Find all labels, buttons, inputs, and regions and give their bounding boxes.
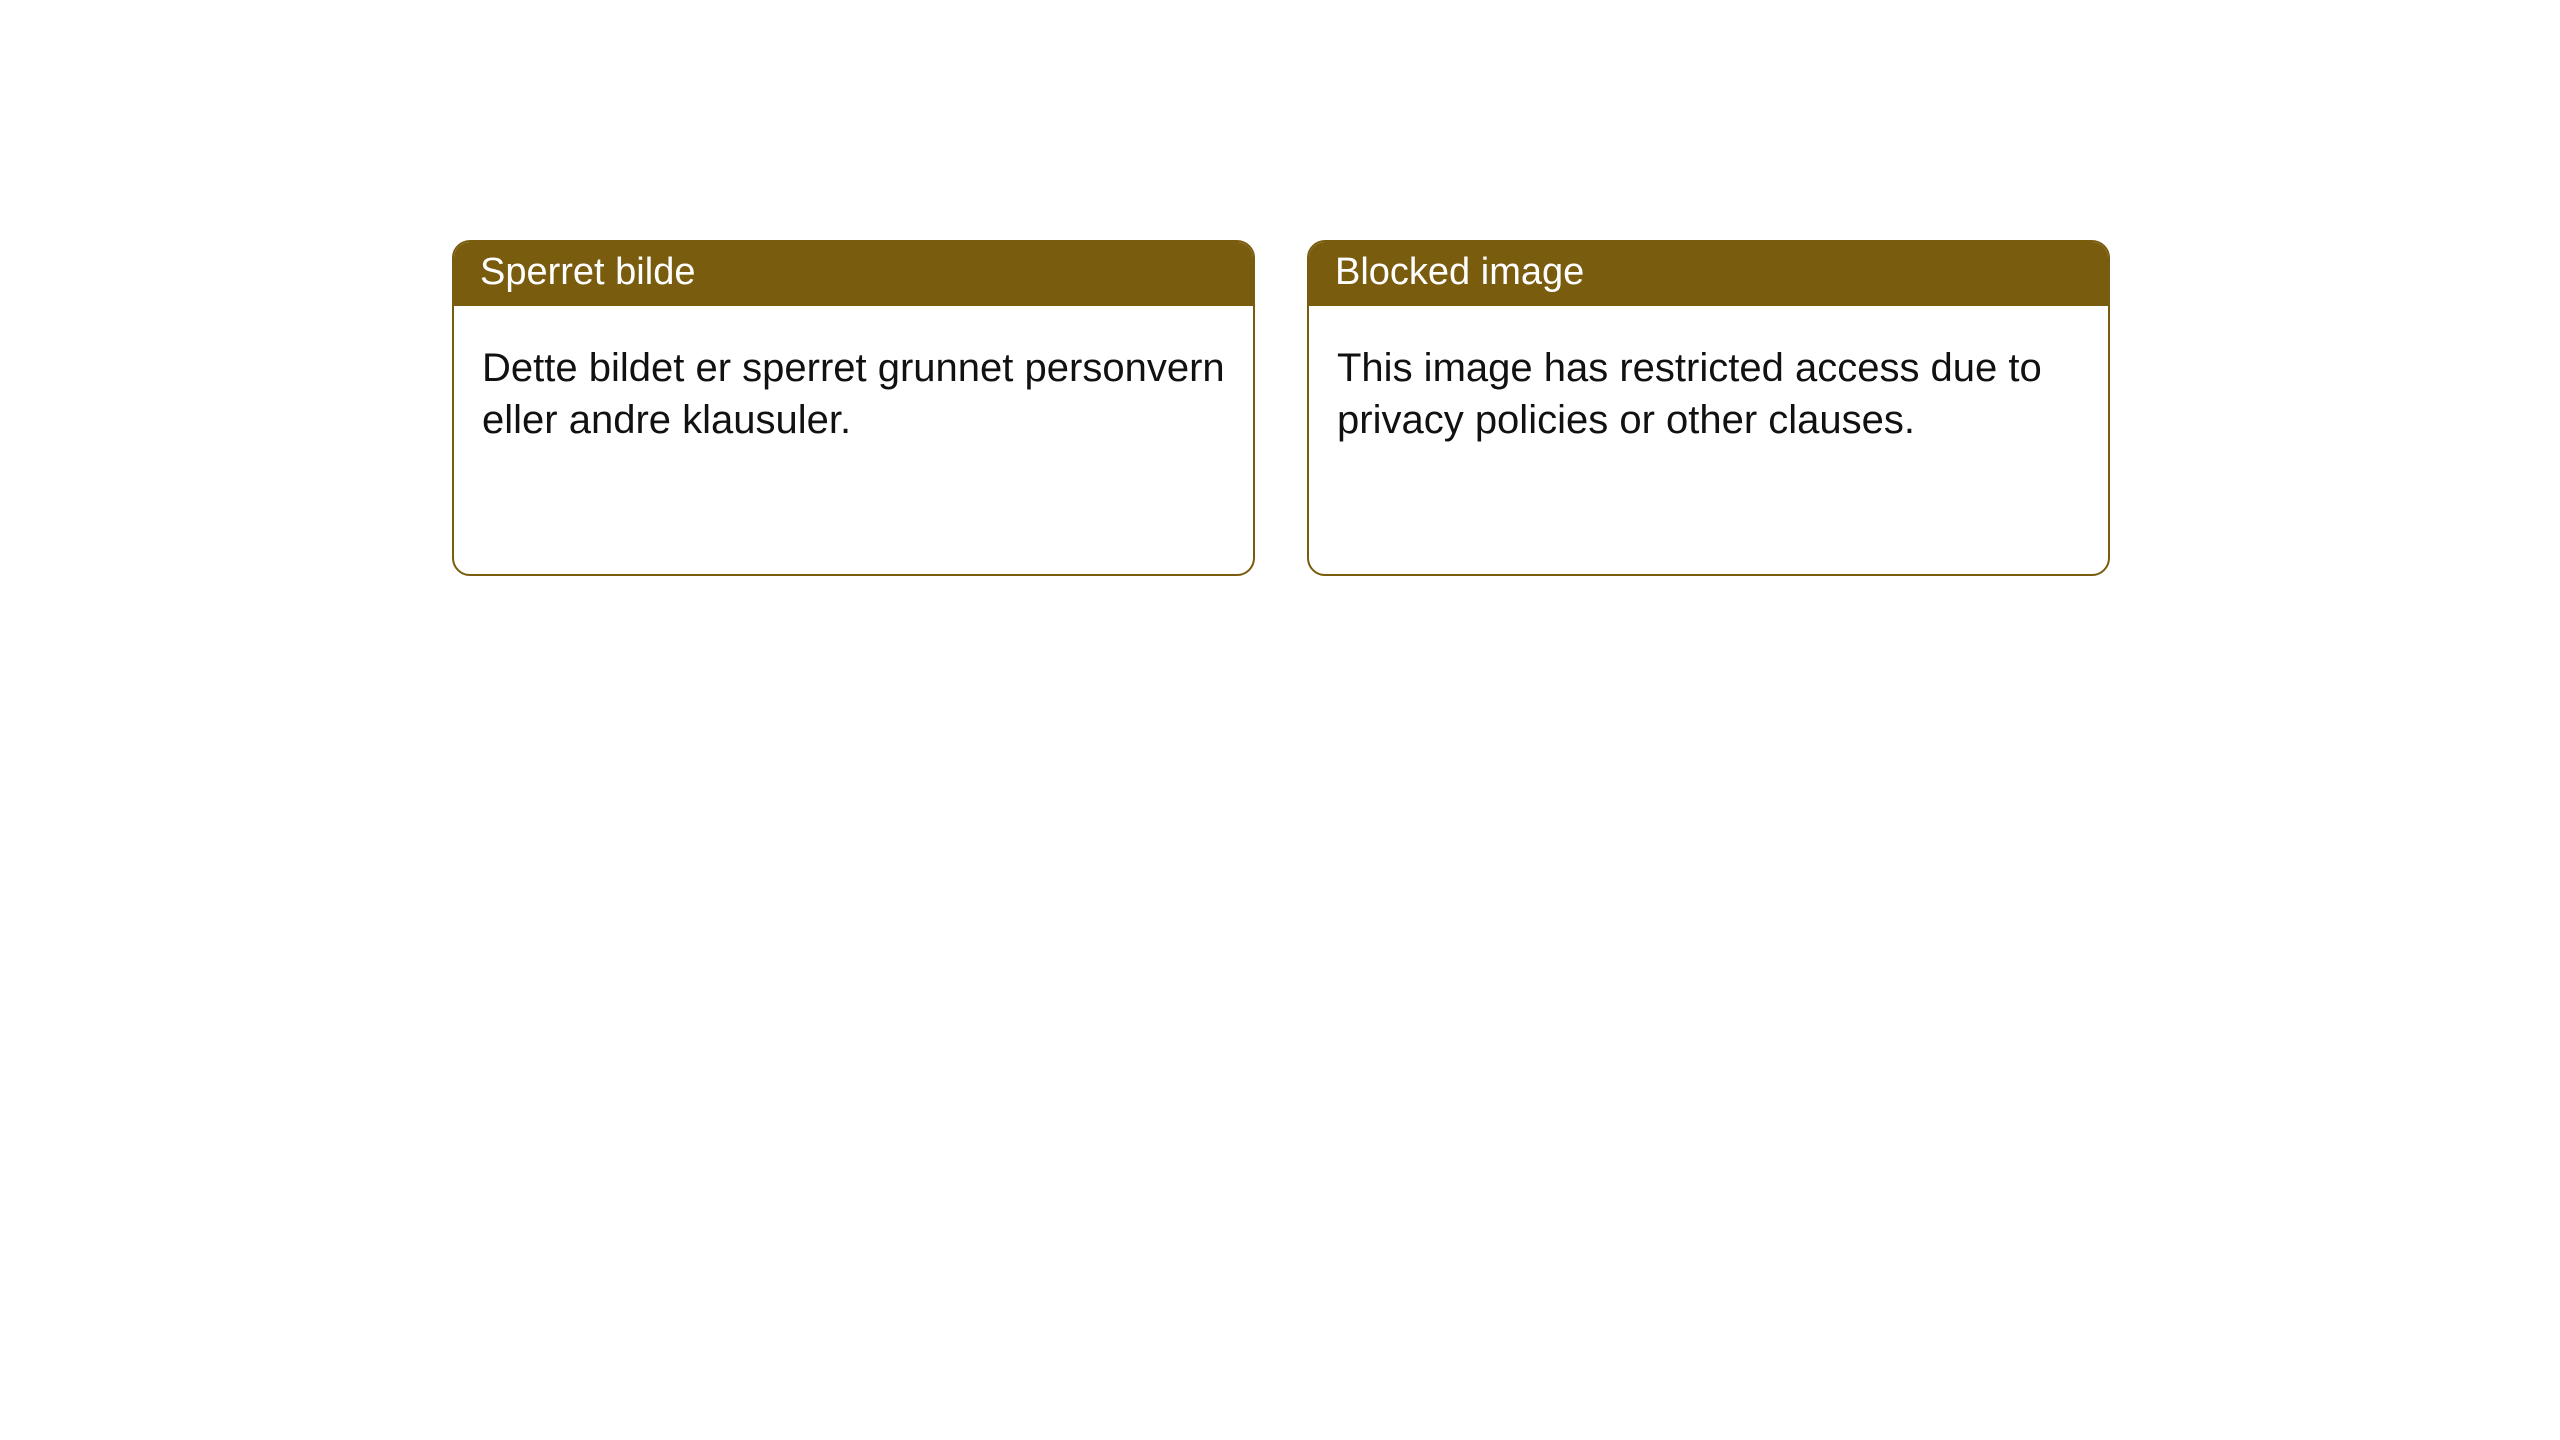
notice-header: Blocked image [1309,242,2108,306]
notice-body: This image has restricted access due to … [1309,306,2108,474]
notice-body: Dette bildet er sperret grunnet personve… [454,306,1253,474]
notice-card-norwegian: Sperret bilde Dette bildet er sperret gr… [452,240,1255,576]
notice-container: Sperret bilde Dette bildet er sperret gr… [0,0,2560,576]
notice-header: Sperret bilde [454,242,1253,306]
notice-card-english: Blocked image This image has restricted … [1307,240,2110,576]
